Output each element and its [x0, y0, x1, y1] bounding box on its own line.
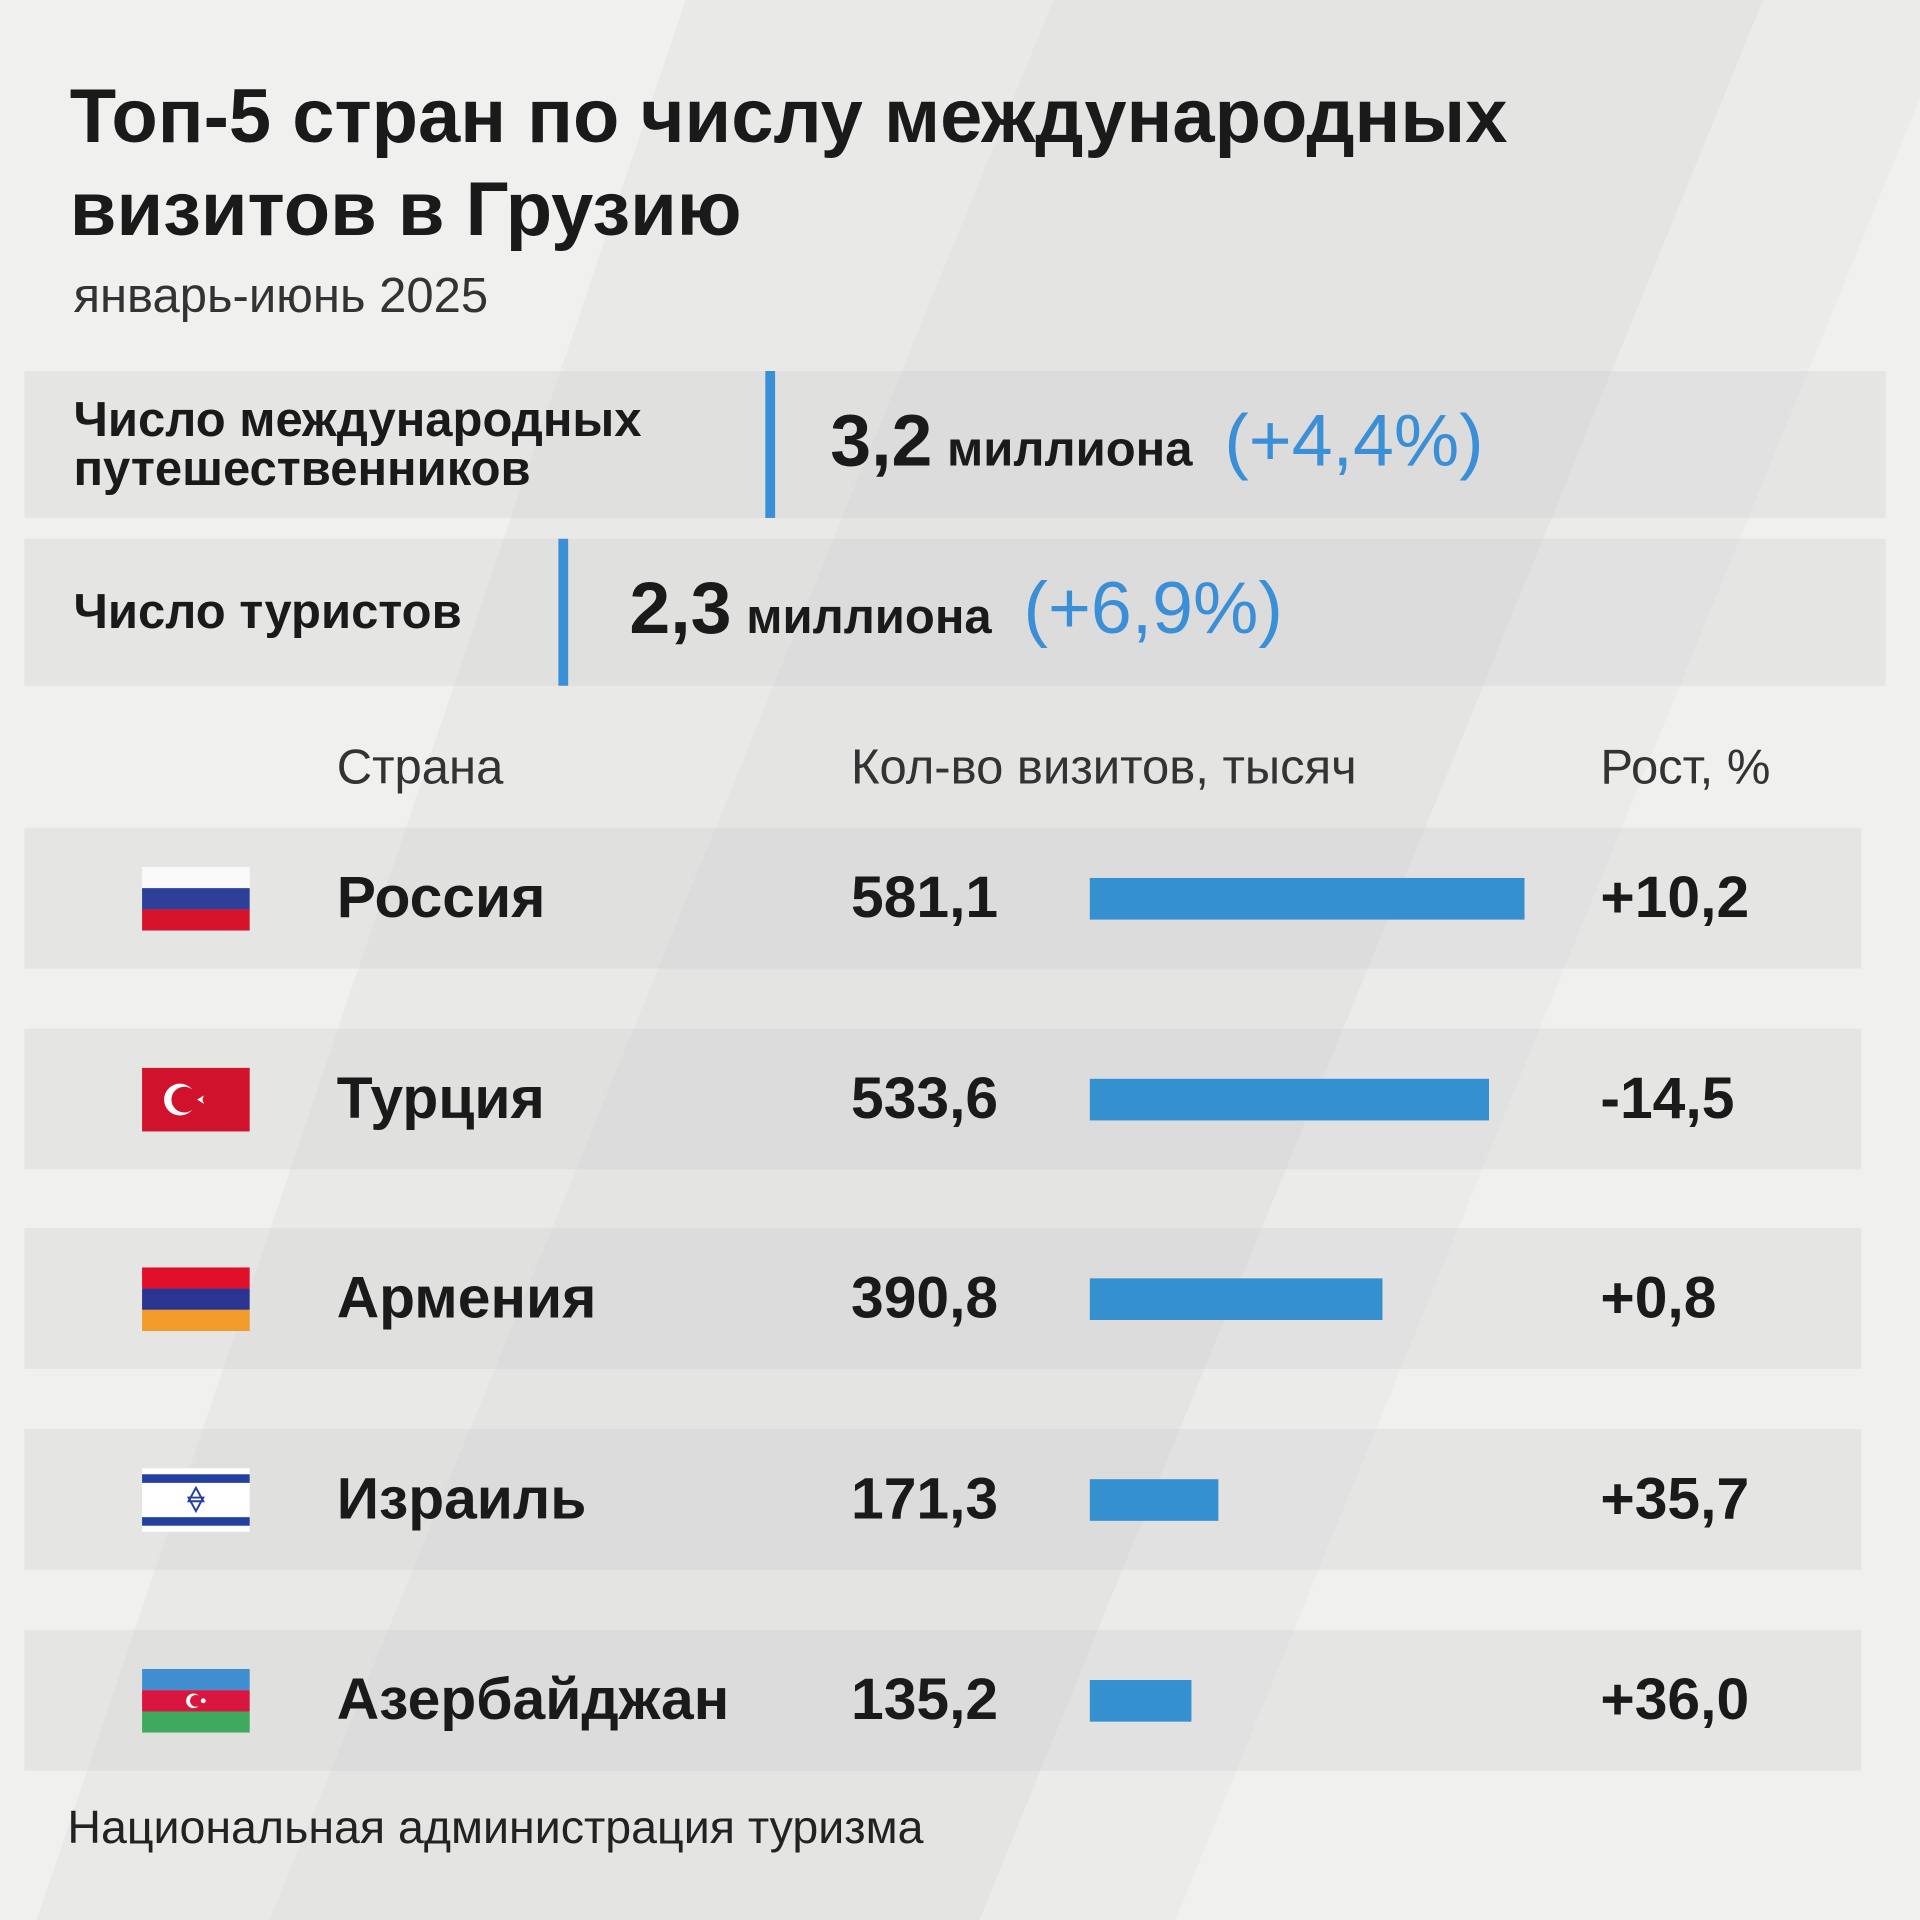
- divider: [765, 371, 776, 518]
- header-country: Страна: [336, 740, 504, 795]
- page-title: Топ-5 стран по числу международных визит…: [69, 74, 1508, 253]
- visits-bar: [1089, 1479, 1218, 1521]
- divider: [558, 538, 569, 686]
- israel-flag-icon: [142, 1468, 250, 1532]
- header-visits: Кол-во визитов, тысяч: [851, 740, 1357, 795]
- stat-value: 3,2: [830, 399, 933, 482]
- visits-bar: [1089, 1078, 1489, 1121]
- stat-change: (+4,4%): [1224, 399, 1484, 482]
- stat-travelers: Число международных путешественников 3,2…: [24, 371, 1886, 518]
- visits-value: 533,6: [851, 1066, 999, 1132]
- azerbaijan-flag-icon: [142, 1668, 250, 1733]
- stat-tourists: Число туристов 2,3 миллиона (+6,9%): [24, 538, 1886, 686]
- growth-value: +0,8: [1600, 1266, 1717, 1332]
- visits-bar: [1089, 877, 1525, 920]
- stat-change: (+6,9%): [1023, 566, 1283, 649]
- country-name: Израиль: [336, 1467, 587, 1532]
- growth-value: +10,2: [1600, 865, 1750, 931]
- source: Национальная администрация туризма: [67, 1802, 924, 1854]
- visits-value: 171,3: [851, 1467, 999, 1532]
- armenia-flag-icon: [142, 1267, 250, 1332]
- stat-value-group: 2,3 миллиона (+6,9%): [629, 566, 1282, 650]
- stat-value-group: 3,2 миллиона (+4,4%): [830, 398, 1483, 482]
- stat-value: 2,3: [629, 566, 732, 649]
- growth-value: +36,0: [1600, 1667, 1750, 1733]
- visits-value: 581,1: [851, 865, 999, 931]
- subtitle: январь-июнь 2025: [73, 269, 489, 324]
- visits-value: 390,8: [851, 1266, 999, 1332]
- stat-unit: миллиона: [947, 422, 1193, 477]
- stat-label: Число международных путешественников: [73, 393, 642, 496]
- country-name: Турция: [336, 1066, 545, 1132]
- turkey-flag-icon: [142, 1067, 250, 1132]
- table-row: Россия 581,1 +10,2: [24, 827, 1862, 969]
- table-row: Турция 533,6 -14,5: [24, 1028, 1862, 1170]
- growth-value: +35,7: [1600, 1467, 1750, 1532]
- table-row: Израиль 171,3 +35,7: [24, 1429, 1862, 1570]
- visits-value: 135,2: [851, 1667, 999, 1733]
- header-growth: Рост, %: [1600, 740, 1771, 795]
- russia-flag-icon: [142, 866, 250, 931]
- country-name: Азербайджан: [336, 1667, 730, 1733]
- stat-label: Число туристов: [73, 585, 462, 640]
- table-row: Азербайджан 135,2 +36,0: [24, 1629, 1862, 1771]
- growth-value: -14,5: [1600, 1066, 1735, 1132]
- visits-bar: [1089, 1278, 1383, 1321]
- country-name: Армения: [336, 1266, 597, 1332]
- table-row: Армения 390,8 +0,8: [24, 1228, 1862, 1370]
- visits-bar: [1089, 1679, 1191, 1722]
- country-name: Россия: [336, 865, 546, 931]
- stat-unit: миллиона: [746, 590, 992, 645]
